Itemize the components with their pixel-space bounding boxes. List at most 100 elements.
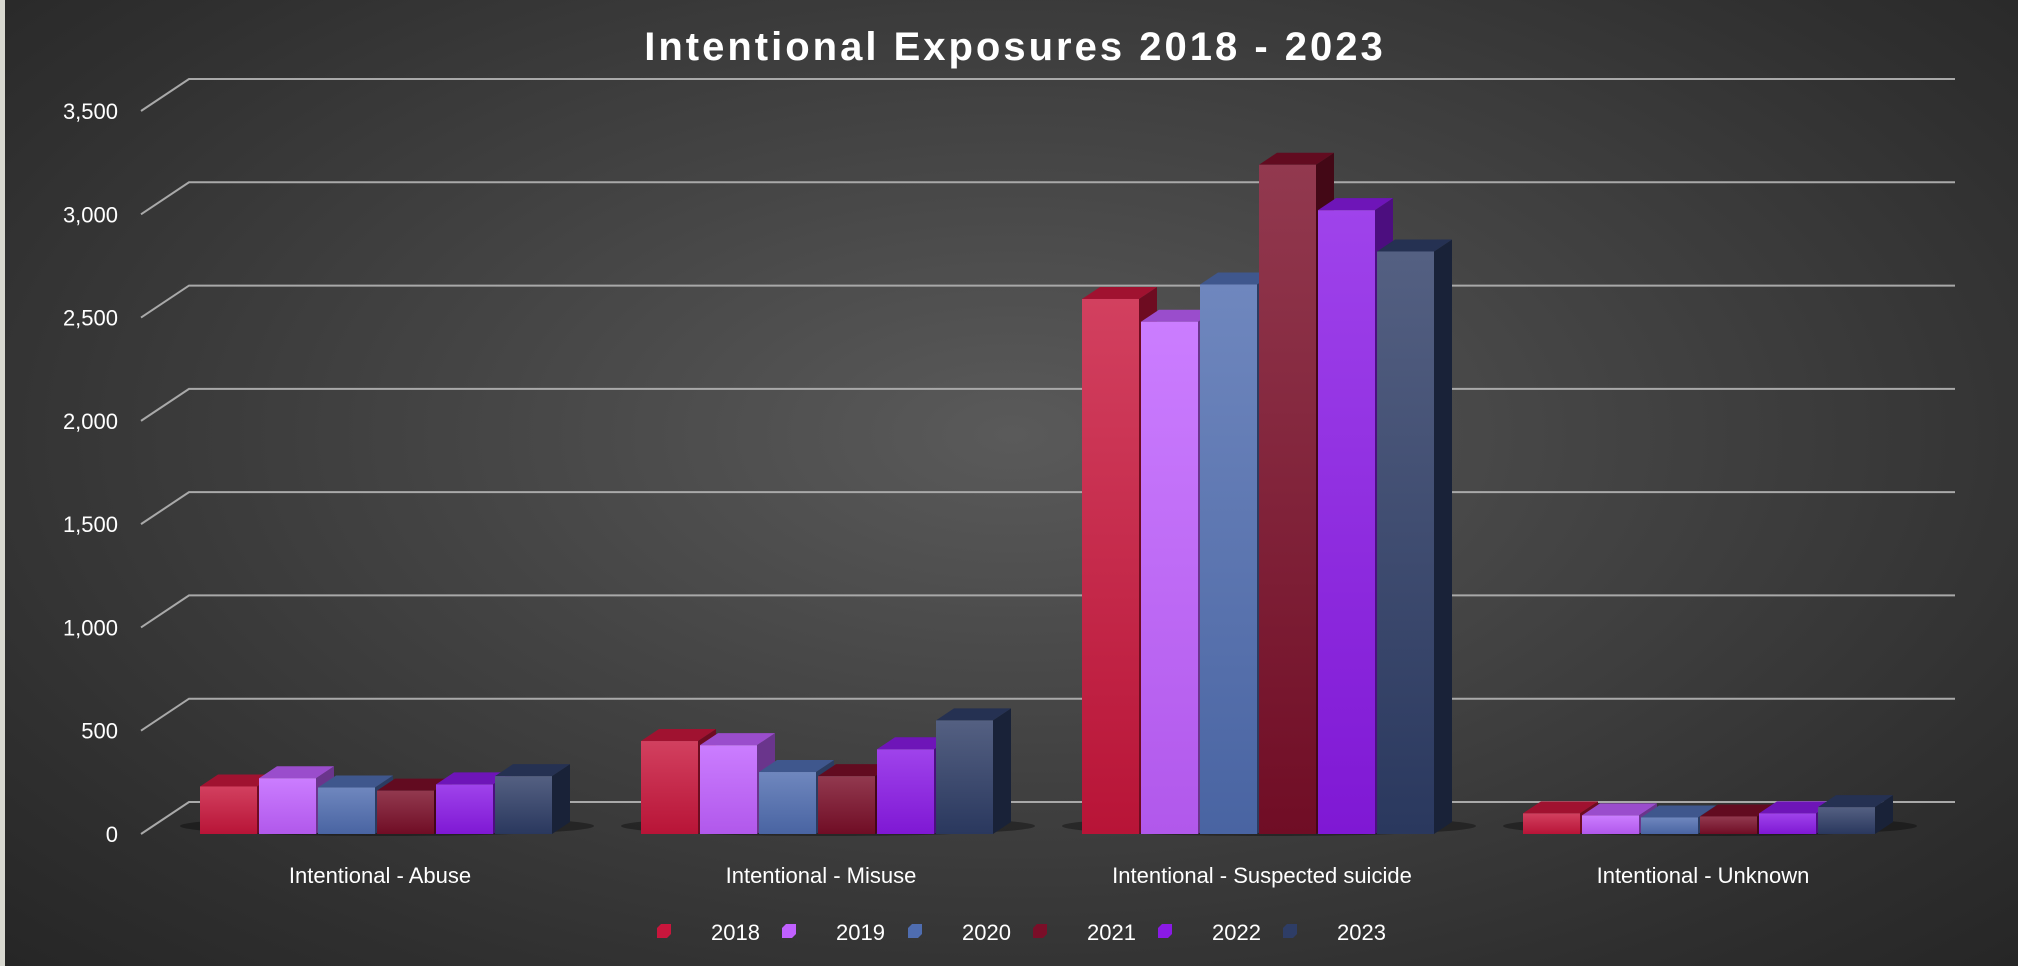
legend-swatch xyxy=(657,924,671,938)
legend-item: 2021 xyxy=(1033,920,1136,945)
bar-top xyxy=(641,729,716,742)
y-tick-label: 3,500 xyxy=(63,99,118,124)
bar-top xyxy=(1141,309,1216,322)
bar-front xyxy=(1818,807,1875,834)
bar-side xyxy=(1875,795,1893,834)
category-label: Intentional - Abuse xyxy=(289,863,471,888)
y-tick-label: 2,500 xyxy=(63,306,118,331)
legend-swatch xyxy=(1158,924,1172,938)
legend-item: 2020 xyxy=(908,920,1011,945)
legend-item: 2018 xyxy=(657,920,760,945)
bar-side xyxy=(993,708,1011,834)
bar-top xyxy=(936,708,1011,721)
bar-front xyxy=(1700,816,1757,834)
y-axis-ticks: 0 500 1,000 1,500 2,000 2,500 3,000 3,500 xyxy=(63,99,118,847)
grid-line xyxy=(140,181,1955,216)
legend-label: 2018 xyxy=(711,920,760,945)
bar-front xyxy=(1141,321,1198,834)
legend-swatch xyxy=(1033,924,1047,938)
bar-top xyxy=(200,774,275,787)
bar-top xyxy=(1377,239,1452,252)
bar-front xyxy=(1377,251,1434,834)
bar-front xyxy=(641,741,698,834)
bar-top xyxy=(1700,804,1775,817)
bar-front xyxy=(1082,298,1139,835)
bar-top xyxy=(1523,801,1598,814)
legend-label: 2019 xyxy=(836,920,885,945)
y-tick-label: 500 xyxy=(81,719,118,744)
y-tick-label: 2,000 xyxy=(63,409,118,434)
grid-line xyxy=(140,387,1955,422)
legend-label: 2022 xyxy=(1212,920,1261,945)
legend-label: 2020 xyxy=(962,920,1011,945)
bar xyxy=(936,708,1011,834)
category-label: Intentional - Suspected suicide xyxy=(1112,863,1412,888)
bar-front xyxy=(1582,815,1639,834)
bar-front xyxy=(1318,210,1375,834)
legend-swatch xyxy=(782,924,796,938)
chart-title: Intentional Exposures 2018 - 2023 xyxy=(644,25,1385,69)
bar-top xyxy=(1582,803,1657,816)
bar-top xyxy=(759,760,834,773)
bar-front xyxy=(318,787,375,834)
y-tick-label: 3,000 xyxy=(63,202,118,227)
bar-front xyxy=(436,784,493,834)
bar-top xyxy=(318,775,393,788)
bar-front xyxy=(936,720,993,834)
grid-line xyxy=(140,284,1955,319)
bar-front xyxy=(495,776,552,834)
bar-front xyxy=(200,786,257,834)
bars xyxy=(180,152,1917,836)
legend-item: 2022 xyxy=(1158,920,1261,945)
bar-side xyxy=(1434,239,1452,834)
bar-top xyxy=(495,764,570,777)
bar-top xyxy=(1082,286,1157,299)
bar-top xyxy=(877,737,952,750)
grid-line xyxy=(140,697,1955,732)
bar-top xyxy=(436,772,511,785)
bar-front xyxy=(700,745,757,834)
bar-top xyxy=(377,778,452,791)
category-label: Intentional - Misuse xyxy=(726,863,917,888)
legend-item: 2023 xyxy=(1283,920,1386,945)
bar-front xyxy=(1641,817,1698,834)
bar xyxy=(1377,239,1452,834)
grid-line xyxy=(140,78,1955,112)
y-tick-label: 0 xyxy=(106,822,118,847)
legend: 2018 2019 2020 2021 2022 2023 xyxy=(657,920,1386,945)
bar-top xyxy=(818,764,893,777)
bar-front xyxy=(877,749,934,834)
bar xyxy=(495,764,570,834)
grid-line xyxy=(140,491,1955,525)
bar-front xyxy=(818,776,875,834)
legend-swatch xyxy=(908,924,922,938)
bar-front xyxy=(1759,813,1816,834)
bar-top xyxy=(1200,272,1275,285)
grid-lines xyxy=(140,78,1955,835)
bar-front xyxy=(1259,164,1316,835)
bar-top xyxy=(1259,152,1334,165)
bar-front xyxy=(759,772,816,834)
bar-side xyxy=(552,764,570,834)
bar-front xyxy=(259,778,316,834)
bar-front xyxy=(377,790,434,834)
legend-item: 2019 xyxy=(782,920,885,945)
category-labels: Intentional - Abuse Intentional - Misuse I… xyxy=(289,863,1810,888)
grid-line xyxy=(140,594,1955,629)
bar-front xyxy=(1200,284,1257,834)
chart-canvas: Intentional Exposures 2018 - 2023 0 500 1,… xyxy=(63,25,1955,945)
bar-top xyxy=(1318,198,1393,211)
legend-swatch xyxy=(1283,924,1297,938)
legend-label: 2021 xyxy=(1087,920,1136,945)
bar-top xyxy=(1818,795,1893,808)
bar-front xyxy=(1523,813,1580,834)
legend-label: 2023 xyxy=(1337,920,1386,945)
category-label: Intentional - Unknown xyxy=(1597,863,1810,888)
bar-top xyxy=(1641,805,1716,818)
bar-top xyxy=(700,733,775,746)
y-tick-label: 1,000 xyxy=(63,615,118,640)
bar-top xyxy=(259,766,334,779)
y-tick-label: 1,500 xyxy=(63,512,118,537)
bar-top xyxy=(1759,801,1834,814)
